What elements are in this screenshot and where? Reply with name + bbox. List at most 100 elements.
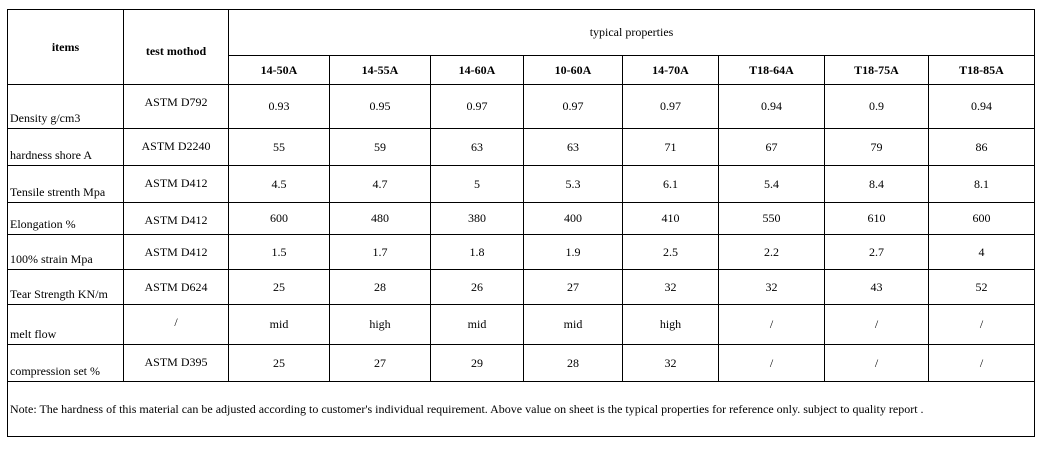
property-name: Elongation % [7, 202, 124, 235]
test-method: ASTM D2240 [123, 128, 229, 166]
property-value: 52 [927, 269, 1036, 305]
property-value: 1.9 [523, 234, 623, 270]
table-row: Elongation % ASTM D412 600 480 380 400 410 550 6… [7, 202, 1036, 235]
property-value: 55 [228, 128, 330, 166]
property-value: 610 [824, 202, 929, 235]
grade-header: 14-55A [329, 55, 431, 85]
grade-header: 14-60A [430, 55, 524, 85]
property-name: Tensile strenth Mpa [7, 165, 124, 203]
property-value: 32 [718, 269, 825, 305]
test-method: ASTM D624 [123, 269, 229, 305]
property-value: / [718, 304, 825, 345]
property-name: 100% strain Mpa [7, 234, 124, 270]
table-row: Density g/cm3 ASTM D792 0.93 0.95 0.97 0.97 0.… [7, 84, 1036, 129]
property-value: 0.97 [523, 84, 623, 129]
test-method: ASTM D395 [123, 344, 229, 382]
property-value: / [824, 304, 929, 345]
property-value: 63 [523, 128, 623, 166]
property-value: 400 [523, 202, 623, 235]
property-value: 59 [329, 128, 431, 166]
grade-header: T18-64A [718, 55, 825, 85]
property-value: 600 [927, 202, 1036, 235]
grade-header: T18-75A [824, 55, 929, 85]
property-name: hardness shore A [7, 128, 124, 166]
table-row: melt flow / mid high mid mid high / / / [7, 304, 1036, 345]
property-value: 2.5 [622, 234, 719, 270]
property-value: 0.97 [622, 84, 719, 129]
property-value: 550 [718, 202, 825, 235]
property-name: melt flow [7, 304, 124, 345]
property-value: 5.3 [523, 165, 623, 203]
property-value: 600 [228, 202, 330, 235]
table-row: 100% strain Mpa ASTM D412 1.5 1.7 1.8 1.9 2.5 2… [7, 234, 1036, 270]
typical-properties-header: typical properties [227, 9, 1036, 56]
property-value: 1.8 [430, 234, 524, 270]
property-value: mid [228, 304, 330, 345]
table-row: Tensile strenth Mpa ASTM D412 4.5 4.7 5 5.3 6.… [7, 165, 1036, 203]
property-value: 1.7 [329, 234, 431, 270]
property-value: mid [430, 304, 524, 345]
property-value: / [927, 344, 1036, 382]
test-method: ASTM D412 [123, 234, 229, 270]
property-value: 2.2 [718, 234, 825, 270]
table-row: hardness shore A ASTM D2240 55 59 63 63 71 67 79… [7, 128, 1036, 166]
property-value: 1.5 [228, 234, 330, 270]
test-method: ASTM D412 [123, 202, 229, 235]
property-value: 29 [430, 344, 524, 382]
property-value: 28 [329, 269, 431, 305]
property-value: 0.94 [927, 84, 1036, 129]
grade-header: T18-85A [927, 55, 1036, 85]
test-method: / [123, 304, 229, 345]
grade-header: 10-60A [523, 55, 623, 85]
property-value: 410 [622, 202, 719, 235]
property-name: compression set % [7, 344, 124, 382]
property-value: 6.1 [622, 165, 719, 203]
property-value: / [718, 344, 825, 382]
property-value: 0.93 [228, 84, 330, 129]
grade-header: 14-70A [622, 55, 719, 85]
table-row: Tear Strength KN/m ASTM D624 25 28 26 27 32 32 4… [7, 269, 1036, 305]
property-value: 63 [430, 128, 524, 166]
items-header: items [7, 9, 124, 85]
property-value: 79 [824, 128, 929, 166]
note-text: Note: The hardness of this material can … [6, 381, 1036, 437]
note-row: Note: The hardness of this material can … [6, 381, 1036, 437]
property-value: 8.4 [824, 165, 929, 203]
property-value: 480 [329, 202, 431, 235]
properties-table: items test mothod typical properties 14-… [6, 9, 1036, 437]
property-value: 0.95 [329, 84, 431, 129]
property-value: 5 [430, 165, 524, 203]
property-value: mid [523, 304, 623, 345]
test-method-header: test mothod [123, 9, 229, 85]
property-value: 4 [927, 234, 1036, 270]
property-value: high [329, 304, 431, 345]
property-name: Tear Strength KN/m [7, 269, 124, 305]
test-method: ASTM D412 [123, 165, 229, 203]
property-value: 380 [430, 202, 524, 235]
property-value: 67 [718, 128, 825, 166]
property-value: 26 [430, 269, 524, 305]
property-value: 0.94 [718, 84, 825, 129]
property-value: 4.5 [228, 165, 330, 203]
property-value: 0.97 [430, 84, 524, 129]
property-value: 27 [329, 344, 431, 382]
property-value: 25 [228, 344, 330, 382]
property-value: 5.4 [718, 165, 825, 203]
property-value: 71 [622, 128, 719, 166]
property-value: / [824, 344, 929, 382]
test-method: ASTM D792 [123, 84, 229, 129]
property-value: 27 [523, 269, 623, 305]
table-row: compression set % ASTM D395 25 27 29 28 32// / [7, 344, 1036, 382]
property-value: 0.9 [824, 84, 929, 129]
property-value: 28 [523, 344, 623, 382]
property-value: 25 [228, 269, 330, 305]
property-value: 86 [927, 128, 1036, 166]
property-value: 8.1 [927, 165, 1036, 203]
grade-header: 14-50A [228, 55, 330, 85]
property-value: 2.7 [824, 234, 929, 270]
property-name: Density g/cm3 [7, 84, 124, 129]
property-value: 4.7 [329, 165, 431, 203]
property-value: high [622, 304, 719, 345]
property-value: / [927, 304, 1036, 345]
property-value: 43 [824, 269, 929, 305]
